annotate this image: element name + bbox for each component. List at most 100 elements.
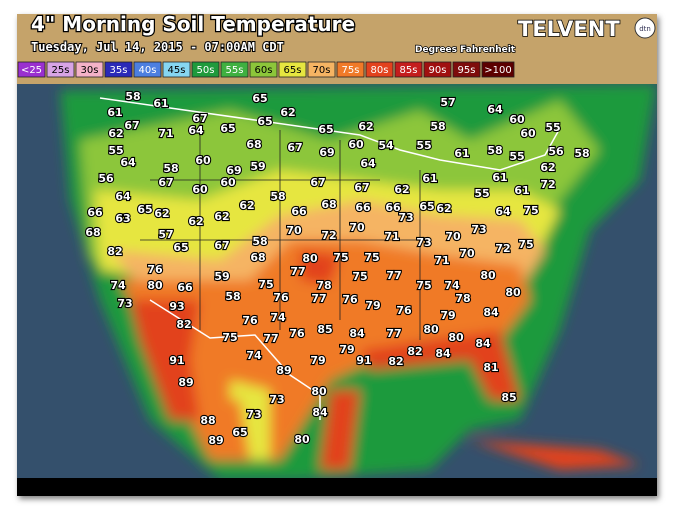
legend-swatch xyxy=(133,61,162,78)
station-value: 77 xyxy=(386,269,401,282)
legend-swatch xyxy=(336,61,365,78)
legend-label: 75s xyxy=(342,65,360,76)
station-value: 74 xyxy=(110,279,126,292)
station-value: 82 xyxy=(176,318,191,331)
legend-label: 65s xyxy=(284,65,302,76)
station-value: 70 xyxy=(286,224,302,237)
legend-label: 60s xyxy=(255,65,273,76)
station-value: 64 xyxy=(188,124,204,137)
legend-label: 55s xyxy=(226,65,244,76)
station-value: 65 xyxy=(232,426,247,439)
station-value: 62 xyxy=(280,106,295,119)
station-value: 79 xyxy=(310,354,325,367)
station-value: 65 xyxy=(173,241,188,254)
station-value: 71 xyxy=(384,230,399,243)
station-value: 88 xyxy=(200,414,215,427)
station-value: 66 xyxy=(385,201,401,214)
legend-swatch xyxy=(220,61,249,78)
station-value: 69 xyxy=(319,146,334,159)
station-value: 82 xyxy=(407,345,422,358)
station-value: 72 xyxy=(321,229,336,242)
station-value: 77 xyxy=(290,265,305,278)
station-value: 71 xyxy=(434,254,449,267)
temperature-field xyxy=(60,84,657,480)
station-value: 67 xyxy=(310,176,325,189)
station-value: 58 xyxy=(225,290,240,303)
station-value: 67 xyxy=(287,141,302,154)
legend-swatch xyxy=(394,61,423,78)
legend-label: 85s xyxy=(400,65,418,76)
legend-swatch xyxy=(46,61,75,78)
station-value: 65 xyxy=(137,203,152,216)
station-value: 65 xyxy=(419,200,434,213)
station-value: 84 xyxy=(349,327,365,340)
station-value: 64 xyxy=(360,157,376,170)
station-value: 84 xyxy=(483,306,499,319)
legend-label: 70s xyxy=(313,65,331,76)
legend-label: 50s xyxy=(197,65,215,76)
station-value: 77 xyxy=(386,327,401,340)
station-value: 89 xyxy=(276,364,291,377)
units: Degrees Fahrenheit xyxy=(415,45,516,55)
station-value: 70 xyxy=(459,247,475,260)
station-value: 67 xyxy=(214,239,229,252)
station-value: 93 xyxy=(169,300,184,313)
legend-label: <25 xyxy=(21,65,42,76)
station-value: 62 xyxy=(214,210,229,223)
station-value: 62 xyxy=(540,161,555,174)
station-value: 80 xyxy=(480,269,496,282)
station-value: 78 xyxy=(455,292,470,305)
legend-swatch xyxy=(75,61,104,78)
station-value: 60 xyxy=(195,154,211,167)
legend-label: 90s xyxy=(429,65,447,76)
legend-swatch xyxy=(481,61,515,78)
station-value: 79 xyxy=(365,299,380,312)
bottom-strip xyxy=(17,478,657,496)
station-value: 70 xyxy=(349,221,365,234)
station-value: 73 xyxy=(398,211,413,224)
station-value: 58 xyxy=(487,144,502,157)
legend-swatch xyxy=(307,61,336,78)
station-value: 61 xyxy=(514,184,529,197)
legend-swatch xyxy=(423,61,452,78)
station-value: 72 xyxy=(540,178,555,191)
station-value: 55 xyxy=(545,121,560,134)
station-value: 64 xyxy=(120,156,136,169)
station-value: 75 xyxy=(523,204,538,217)
station-value: 66 xyxy=(87,206,103,219)
station-value: 55 xyxy=(474,187,489,200)
station-value: 62 xyxy=(108,127,123,140)
station-value: 74 xyxy=(444,279,460,292)
borders xyxy=(99,97,561,420)
station-value: 62 xyxy=(239,199,254,212)
station-value: 72 xyxy=(495,242,510,255)
station-value: 61 xyxy=(422,172,437,185)
legend-swatch xyxy=(162,61,191,78)
station-value: 60 xyxy=(220,176,236,189)
station-value: 85 xyxy=(501,391,516,404)
station-value: 82 xyxy=(107,245,122,258)
station-value: 73 xyxy=(269,393,284,406)
station-value: 58 xyxy=(574,147,589,160)
title: 4" Morning Soil Temperature xyxy=(31,12,355,36)
station-value: 62 xyxy=(436,202,451,215)
legend-label: 95s xyxy=(458,65,476,76)
station-value: 84 xyxy=(475,337,491,350)
station-value: 76 xyxy=(342,293,358,306)
station-value: 67 xyxy=(158,176,173,189)
station-value: 55 xyxy=(416,139,431,152)
station-value: 77 xyxy=(263,332,278,345)
station-value: 62 xyxy=(188,215,203,228)
legend-swatch xyxy=(278,61,307,78)
legend-label: 45s xyxy=(168,65,186,76)
legend-swatch xyxy=(17,61,46,78)
station-value: 89 xyxy=(178,376,193,389)
station-value: 65 xyxy=(220,122,235,135)
legend-label: 40s xyxy=(139,65,157,76)
station-value: 81 xyxy=(483,361,498,374)
station-value: 56 xyxy=(98,172,114,185)
station-value: 66 xyxy=(291,205,307,218)
station-value: 80 xyxy=(302,252,318,265)
